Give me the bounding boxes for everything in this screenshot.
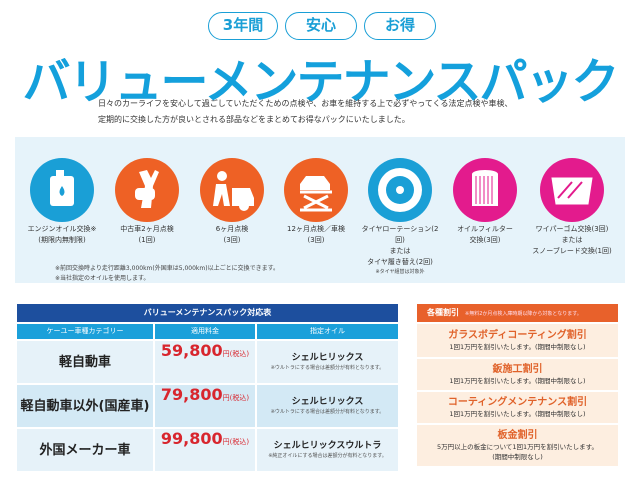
price-cell: 79,800 円(税込) bbox=[155, 385, 255, 427]
discount-item-text: 5万円以上の板金について1回1万円を割引いたします。 bbox=[436, 442, 599, 451]
price-cell: 99,800 円(税込) bbox=[155, 429, 255, 471]
discount-title: 各種割引 bbox=[427, 308, 459, 317]
oil: シェルヒリックス bbox=[291, 397, 364, 407]
oil-cell: シェルヒリックス ※ウルトラにする場合は差額分が有料となります。 bbox=[257, 341, 398, 383]
service-label-line: 中古車2ヶ月点検 bbox=[120, 225, 174, 233]
discount-item-title: ガラスボディコーティング割引 bbox=[448, 329, 587, 341]
service-label-line: (期限内無制限) bbox=[38, 236, 86, 244]
category: 外国メーカー車 bbox=[39, 442, 131, 458]
tire-icon bbox=[368, 158, 432, 222]
discount-item: 板金割引 5万円以上の板金について1回1万円を割引いたします。 (期間中制限なし) bbox=[417, 425, 618, 466]
service-label-line: (3回) bbox=[223, 236, 241, 244]
discount-panel: 各種割引 ※無料2か月点検入庫時期以降から対象となります。 ガラスボディコーティン… bbox=[417, 304, 618, 466]
wrench-icon bbox=[115, 158, 179, 222]
oil: シェルヒリックス bbox=[291, 353, 364, 363]
service-label-line: スノーブレード交換(1回) bbox=[532, 247, 612, 255]
discount-item: 鈑施工割引 1回1万円を割引いたします。(期間中制限なし) bbox=[417, 359, 618, 390]
service-label-line: または bbox=[561, 236, 583, 244]
mechanic-icon bbox=[200, 158, 264, 222]
note-1: ※前回交換時より走行距離3,000km(外国車は5,000km)以上ごとに交換で… bbox=[55, 265, 279, 272]
discount-item-text: 1回1万円を割引いたします。(期間中制限なし) bbox=[449, 376, 586, 385]
service-label: エンジンオイル交換※ (期限内無制限) bbox=[20, 224, 104, 246]
note-2: ※当社指定のオイルを使用します。 bbox=[55, 275, 150, 282]
table-row: 軽自動車以外(国産車) 79,800 円(税込) シェルヒリックス ※ウルトラにする… bbox=[17, 385, 398, 427]
discount-item-title: コーティングメンテナンス割引 bbox=[447, 396, 588, 408]
badge-3-years: 3年間 bbox=[208, 12, 278, 40]
badge-value: お得 bbox=[364, 12, 436, 40]
car-lift-icon bbox=[284, 158, 348, 222]
category: 軽自動車 bbox=[58, 354, 111, 370]
discount-item-title: 板金割引 bbox=[497, 429, 538, 441]
price: 99,800 bbox=[160, 429, 223, 448]
table-row: 軽自動車 59,800 円(税込) シェルヒリックス ※ウルトラにする場合は差額分が… bbox=[17, 341, 398, 383]
service-label-line: または bbox=[389, 247, 411, 255]
discount-item-text: (期間中制限なし) bbox=[492, 452, 543, 461]
service-label-line: ワイパーゴム交換(3回) bbox=[535, 225, 609, 233]
service-label-line: オイルフィルター bbox=[457, 225, 513, 233]
oil-note: ※ウルトラにする場合は差額分が有料となります。 bbox=[270, 409, 385, 415]
discount-caption: 各種割引 ※無料2か月点検入庫時期以降から対象となります。 bbox=[417, 304, 618, 322]
oil-cell: シェルヒリックスウルトラ ※純正オイルにする場合は差額分が有料となります。 bbox=[257, 429, 398, 471]
category-cell: 外国メーカー車 bbox=[17, 429, 153, 471]
discount-item-text: 1回1万円を割引いたします。(期間中制限なし) bbox=[449, 342, 586, 351]
price-unit: 円(税込) bbox=[222, 350, 250, 358]
service-label: 12ヶ月点検／車検 (3回) bbox=[274, 224, 358, 246]
table-row: 外国メーカー車 99,800 円(税込) シェルヒリックスウルトラ ※純正オイルにす… bbox=[17, 429, 398, 471]
intro-line-2: 定期的に交換した方が良いとされる部品などをまとめてお得なパックにいたしました。 bbox=[98, 115, 410, 124]
service-label-line: エンジンオイル交換※ bbox=[27, 225, 97, 233]
oil-can-icon bbox=[30, 158, 94, 222]
header-category: ケーユー車種カテゴリー bbox=[17, 324, 153, 339]
oil-filter-icon bbox=[453, 158, 517, 222]
service-label: 中古車2ヶ月点検 (1回) bbox=[105, 224, 189, 246]
service-label: ワイパーゴム交換(3回) またはスノーブレード交換(1回) bbox=[530, 224, 614, 257]
discount-item-title: 鈑施工割引 bbox=[492, 363, 543, 375]
discount-caption-note: ※無料2か月点検入庫時期以降から対象となります。 bbox=[465, 311, 582, 317]
price-unit: 円(税込) bbox=[222, 438, 250, 446]
price: 79,800 bbox=[160, 385, 223, 404]
service-label: オイルフィルター 交換(3回) bbox=[443, 224, 527, 246]
price-cell: 59,800 円(税込) bbox=[155, 341, 255, 383]
oil-note: ※ウルトラにする場合は差額分が有料となります。 bbox=[270, 365, 385, 371]
page-title: バリューメンテナンスパック bbox=[22, 54, 619, 110]
discount-item: ガラスボディコーティング割引 1回1万円を割引いたします。(期間中制限なし) bbox=[417, 324, 618, 357]
header-oil: 指定オイル bbox=[257, 324, 398, 339]
service-label: 6ヶ月点検 (3回) bbox=[190, 224, 274, 246]
wiper-icon bbox=[540, 158, 604, 222]
table-caption: バリューメンテナンスパック対応表 bbox=[17, 304, 398, 322]
discount-item-text: 1回1万円を割引いたします。(期間中制限なし) bbox=[449, 409, 586, 418]
oil-cell: シェルヒリックス ※ウルトラにする場合は差額分が有料となります。 bbox=[257, 385, 398, 427]
price-table: バリューメンテナンスパック対応表 ケーユー車種カテゴリー 適用料金 指定オイル … bbox=[17, 304, 398, 471]
service-label-line: タイヤ履き替え(2回) bbox=[367, 258, 433, 266]
service-label-line: (3回) bbox=[307, 236, 325, 244]
oil: シェルヒリックスウルトラ bbox=[273, 441, 382, 451]
service-label-line: 交換(3回) bbox=[469, 236, 501, 244]
service-label-line: 6ヶ月点検 bbox=[215, 225, 249, 233]
category-cell: 軽自動車以外(国産車) bbox=[17, 385, 153, 427]
service-label-line: (1回) bbox=[138, 236, 156, 244]
service-label-line: 12ヶ月点検／車検 bbox=[287, 225, 345, 233]
service-label: タイヤローテーション(2回) またはタイヤ履き替え(2回) ※タイヤ組替は対象外 bbox=[358, 224, 442, 277]
oil-note: ※純正オイルにする場合は差額分が有料となります。 bbox=[268, 453, 387, 459]
category-cell: 軽自動車 bbox=[17, 341, 153, 383]
discount-item: コーティングメンテナンス割引 1回1万円を割引いたします。(期間中制限なし) bbox=[417, 392, 618, 423]
intro-line-1: 日々のカーライフを安心して過ごしていただくための点検や、お車を維持する上で必ずや… bbox=[98, 99, 513, 108]
category: 軽自動車以外(国産車) bbox=[20, 398, 150, 414]
badge-safe: 安心 bbox=[285, 12, 357, 40]
header-price: 適用料金 bbox=[155, 324, 255, 339]
tire-note: ※タイヤ組替は対象外 bbox=[375, 269, 425, 275]
service-label-line: タイヤローテーション(2回) bbox=[361, 225, 439, 244]
price-unit: 円(税込) bbox=[222, 394, 250, 402]
price: 59,800 bbox=[160, 341, 223, 360]
